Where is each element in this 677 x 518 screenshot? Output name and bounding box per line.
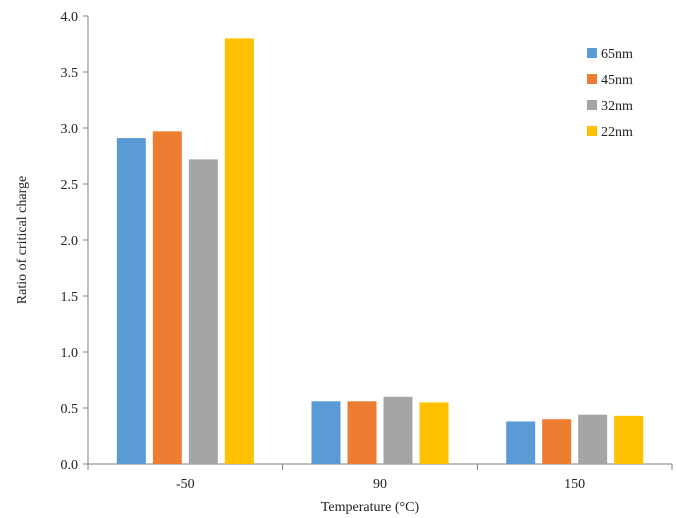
legend-swatch-22nm [587, 126, 597, 136]
bar-45nm-90 [347, 401, 377, 464]
legend-label-32nm: 32nm [601, 99, 633, 114]
bar-45nm--50 [152, 131, 182, 465]
bar-65nm-90 [311, 401, 341, 464]
bar-32nm-90 [383, 396, 413, 464]
y-tick-label: 3.0 [61, 122, 79, 137]
y-tick-label: 1.0 [61, 346, 79, 361]
y-tick-label: 2.5 [61, 178, 79, 193]
legend-swatch-32nm [587, 100, 597, 110]
legend: 65nm 45nm 32nm 22nm [587, 47, 633, 140]
bar-45nm-150 [542, 419, 572, 464]
x-tick-label: 150 [564, 477, 585, 492]
legend-label-22nm: 22nm [601, 125, 633, 140]
legend-swatch-65nm [587, 48, 597, 58]
y-tick-label: 2.0 [61, 234, 79, 249]
y-axis-title: Ratio of critical charge [15, 176, 30, 304]
bar-65nm-150 [506, 421, 536, 464]
bar-32nm-150 [578, 414, 608, 464]
legend-swatch-45nm [587, 74, 597, 84]
bar-22nm-90 [419, 402, 449, 464]
legend-label-65nm: 65nm [601, 47, 633, 62]
bar-65nm--50 [116, 138, 146, 464]
bars [116, 38, 644, 465]
x-tick-label: -50 [176, 477, 195, 492]
y-tick-label: 1.5 [61, 290, 79, 305]
x-tick-label: 90 [373, 477, 387, 492]
bar-32nm--50 [188, 159, 218, 465]
y-tick-label: 4.0 [61, 10, 79, 25]
x-tick-labels: -50 90 150 [176, 477, 585, 492]
y-tick-label: 3.5 [61, 66, 79, 81]
x-tick-marks [87, 464, 673, 470]
x-axis-title: Temperature (°C) [321, 500, 420, 515]
y-tick-label: 0.5 [61, 402, 79, 417]
y-tick-label: 0.0 [61, 458, 79, 473]
y-tick-labels: 0.0 0.5 1.0 1.5 2.0 2.5 3.0 3.5 4.0 [61, 10, 88, 473]
legend-label-45nm: 45nm [601, 73, 633, 88]
bar-22nm-150 [614, 415, 644, 464]
bar-22nm--50 [224, 38, 254, 465]
